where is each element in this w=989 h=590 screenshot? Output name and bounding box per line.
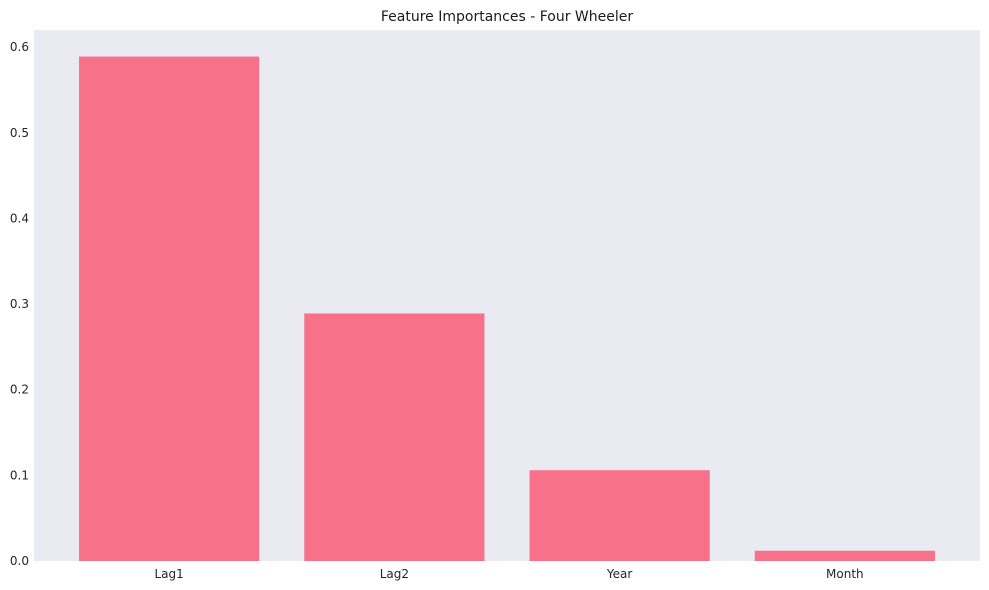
bar-year <box>529 470 710 561</box>
x-tick-label: Lag2 <box>380 567 409 581</box>
y-tick-label: 0.5 <box>10 126 29 140</box>
x-tick-label: Month <box>826 567 864 581</box>
y-tick-label: 0.3 <box>10 297 29 311</box>
y-tick-label: 0.4 <box>10 211 29 225</box>
x-tick-label: Year <box>606 567 632 581</box>
y-tick-label: 0.6 <box>10 40 29 54</box>
x-axis: Lag1 Lag2 Year Month <box>154 567 863 581</box>
y-axis: 0.0 0.1 0.2 0.3 0.4 0.5 0.6 <box>10 40 29 568</box>
bar-lag2 <box>304 313 485 561</box>
chart-title: Feature Importances - Four Wheeler <box>381 9 633 25</box>
bar-lag1 <box>79 56 260 562</box>
y-tick-label: 0.1 <box>10 468 29 482</box>
x-tick-label: Lag1 <box>154 567 183 581</box>
y-tick-label: 0.0 <box>10 554 29 568</box>
bar-month <box>754 550 935 561</box>
bars <box>79 56 935 562</box>
y-tick-label: 0.2 <box>10 383 29 397</box>
